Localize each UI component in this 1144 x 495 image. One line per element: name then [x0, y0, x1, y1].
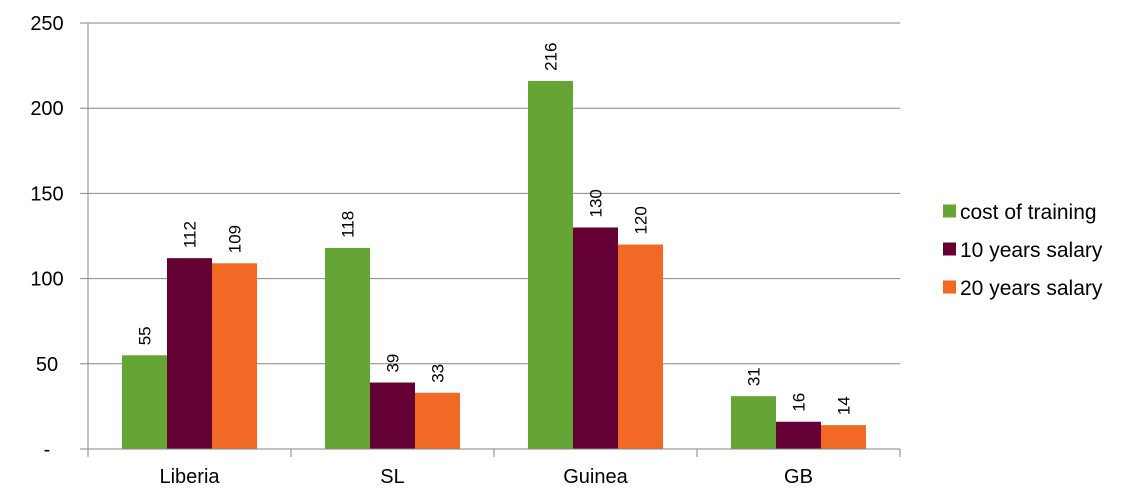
x-category-label: GB — [784, 466, 813, 488]
data-label: 39 — [384, 354, 403, 373]
y-tick-label: - — [44, 439, 51, 461]
bar-guinea-series-3 — [618, 244, 663, 449]
data-label: 14 — [835, 396, 854, 415]
bar-liberia-series-3 — [212, 263, 257, 449]
legend-swatch — [943, 280, 956, 294]
legend-swatch — [943, 242, 956, 256]
bar-guinea-series-1 — [528, 80, 573, 449]
bar-liberia-series-1 — [122, 355, 167, 449]
x-category-label: SL — [380, 466, 404, 488]
y-tick-label: 150 — [30, 183, 63, 205]
y-tick-label: 200 — [30, 98, 63, 120]
bar-gb-series-2 — [776, 421, 821, 449]
legend-label: 10 years salary — [960, 239, 1103, 262]
data-label: 33 — [429, 364, 448, 383]
data-label: 109 — [226, 225, 245, 253]
legend-swatch — [943, 204, 956, 218]
data-label: 112 — [181, 221, 200, 248]
bars — [122, 80, 866, 449]
axes: - 50 100 150 200 250 Liberia SL Guinea GB — [30, 13, 901, 488]
bar-liberia-series-2 — [167, 258, 212, 449]
y-tick-label: 50 — [36, 354, 58, 376]
bar-sl-series-3 — [415, 392, 460, 449]
bar-sl-series-1 — [325, 247, 370, 449]
bar-guinea-series-2 — [573, 227, 618, 449]
bar-sl-series-2 — [370, 382, 415, 449]
legend-label: 20 years salary — [960, 277, 1103, 300]
data-labels: 55 112 109 118 39 33 216 130 120 31 16 14 — [136, 43, 854, 416]
legend: cost of training 10 years salary 20 years … — [943, 201, 1103, 300]
y-tick-label: 100 — [30, 269, 63, 291]
data-label: 118 — [339, 211, 358, 238]
data-label: 55 — [136, 326, 155, 345]
bar-gb-series-1 — [731, 396, 776, 449]
legend-label: cost of training — [960, 201, 1097, 224]
x-category-label: Liberia — [159, 466, 220, 488]
data-label: 31 — [745, 367, 764, 386]
y-tick-label: 250 — [30, 13, 63, 35]
data-label: 120 — [632, 206, 651, 234]
data-label: 130 — [587, 189, 606, 217]
data-label: 16 — [790, 393, 809, 412]
x-category-label: Guinea — [563, 466, 628, 488]
bar-gb-series-3 — [821, 425, 866, 449]
data-label: 216 — [542, 43, 561, 71]
